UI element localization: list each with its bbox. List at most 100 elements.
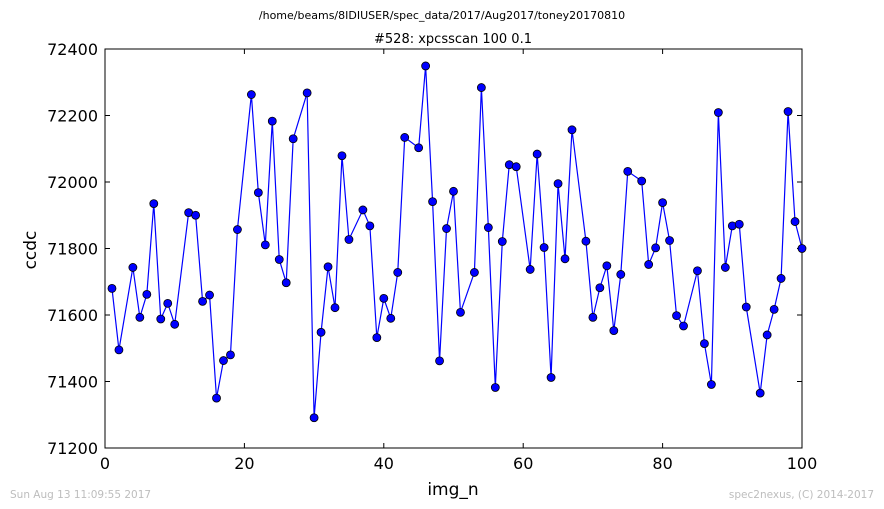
data-point — [400, 133, 410, 142]
data-point — [163, 298, 173, 308]
data-point — [253, 188, 263, 198]
plot-area: 0 20 40 60 80 100 71200 71400 71600 71800 72000 722… — [47, 40, 817, 473]
data-point — [693, 266, 702, 276]
data-point — [783, 107, 793, 116]
data-point — [581, 236, 591, 246]
data-point — [316, 327, 326, 337]
data-point — [267, 116, 277, 126]
data-point — [372, 333, 382, 343]
data-point — [700, 339, 709, 349]
data-point — [456, 307, 465, 317]
data-point — [421, 61, 431, 71]
data-point — [706, 380, 716, 389]
plot-frame — [104, 48, 803, 449]
data-point — [149, 199, 159, 209]
data-point — [532, 149, 542, 159]
data-point — [644, 260, 654, 269]
chart-title: #528: xpcsscan 100 0.1 — [374, 32, 532, 47]
data-point — [560, 254, 570, 264]
y-tick-label: 72400 — [47, 40, 98, 59]
data-point — [658, 198, 667, 208]
data-point — [302, 88, 312, 98]
data-point — [114, 345, 124, 355]
data-point — [435, 356, 444, 366]
data-point — [344, 235, 354, 244]
data-point — [107, 283, 117, 293]
y-axis-label: ccdc — [21, 231, 41, 270]
footer-timestamp: Sun Aug 13 11:09:55 2017 — [10, 489, 151, 501]
data-point — [567, 125, 577, 135]
data-point — [539, 243, 549, 252]
data-point — [212, 393, 221, 403]
data-point — [769, 304, 779, 314]
data-point — [511, 162, 521, 172]
data-point — [588, 312, 598, 322]
y-tick-label: 72000 — [47, 173, 98, 192]
data-point — [379, 293, 389, 303]
data-point — [483, 223, 493, 232]
data-point — [128, 263, 138, 272]
data-point — [386, 313, 396, 323]
data-point — [546, 373, 556, 382]
data-point — [609, 326, 619, 336]
data-point — [226, 350, 235, 360]
data-point — [156, 314, 166, 324]
data-point — [713, 108, 723, 117]
y-tick-label: 71200 — [47, 439, 98, 458]
data-point — [637, 176, 647, 186]
data-point — [246, 90, 256, 99]
data-point — [616, 270, 626, 279]
data-point — [309, 413, 319, 423]
data-point — [170, 319, 180, 329]
data-point — [358, 205, 368, 215]
data-point — [442, 224, 451, 233]
data-point — [274, 255, 284, 264]
data-series — [107, 61, 807, 423]
data-point — [233, 225, 242, 234]
x-tick-label: 100 — [787, 454, 818, 473]
data-point — [198, 296, 207, 306]
data-point — [679, 321, 688, 331]
data-point — [288, 134, 298, 144]
data-point — [553, 179, 563, 189]
data-point — [337, 151, 347, 161]
data-point — [365, 221, 375, 231]
x-tick-label: 60 — [513, 454, 533, 473]
axis-ticks: 0 20 40 60 80 100 71200 71400 71600 71800 72000 722… — [47, 40, 817, 473]
x-tick-label: 80 — [652, 454, 672, 473]
data-point — [323, 262, 333, 272]
data-point — [672, 311, 681, 321]
data-point — [428, 197, 437, 207]
data-point — [135, 312, 145, 322]
data-point — [790, 217, 800, 226]
data-point — [623, 166, 633, 176]
data-point — [260, 240, 270, 250]
data-point — [776, 274, 786, 283]
data-point — [497, 237, 507, 246]
data-point — [219, 356, 228, 365]
x-tick-label: 40 — [374, 454, 394, 473]
data-point — [525, 265, 535, 274]
data-point — [330, 303, 340, 313]
x-axis-label: img_n — [427, 480, 478, 500]
footer-credit: spec2nexus, (C) 2014-2017 — [729, 489, 874, 501]
data-point — [741, 302, 751, 312]
data-point — [205, 290, 214, 300]
data-point — [449, 186, 458, 196]
y-tick-label: 71400 — [47, 373, 98, 392]
data-point — [720, 263, 730, 272]
data-point — [651, 243, 661, 253]
data-point — [281, 278, 291, 288]
data-point — [393, 268, 403, 277]
data-point — [602, 261, 612, 271]
data-point — [470, 268, 479, 277]
data-point — [142, 289, 152, 299]
data-point — [476, 83, 486, 92]
y-tick-label: 72200 — [47, 107, 98, 126]
y-tick-label: 71800 — [47, 240, 98, 259]
data-point — [490, 383, 500, 392]
data-point — [595, 283, 605, 293]
data-point — [414, 143, 424, 153]
data-point — [797, 244, 807, 253]
